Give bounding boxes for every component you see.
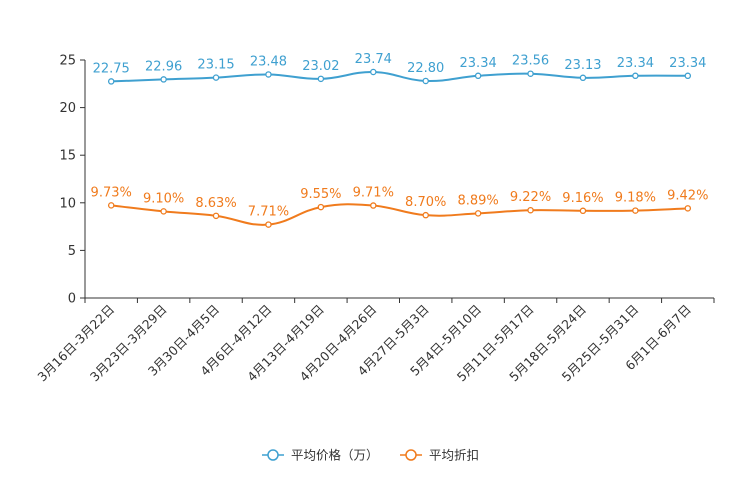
data-label: 23.34 — [669, 56, 706, 71]
y-tick-label: 20 — [59, 101, 76, 116]
data-label: 23.34 — [460, 56, 497, 71]
legend-marker-icon — [405, 449, 417, 461]
data-point — [317, 203, 325, 211]
data-label: 8.63% — [195, 196, 236, 211]
data-point — [474, 72, 482, 80]
data-label: 8.89% — [457, 193, 498, 208]
data-label: 22.96 — [145, 59, 182, 74]
data-label: 23.02 — [302, 59, 339, 74]
data-point — [317, 75, 325, 83]
data-label: 23.15 — [197, 58, 234, 73]
data-label: 9.71% — [353, 186, 394, 201]
data-point — [370, 68, 377, 76]
legend-entry: 平均折扣 — [429, 448, 479, 463]
data-point — [212, 212, 220, 220]
data-point — [265, 221, 272, 228]
data-label: 9.10% — [143, 191, 184, 206]
data-point — [212, 74, 220, 81]
y-tick-label: 5 — [68, 244, 76, 259]
data-label: 9.18% — [615, 191, 656, 206]
data-label: 23.56 — [512, 54, 549, 69]
y-tick-label: 25 — [59, 54, 76, 69]
data-point — [422, 77, 429, 85]
legend-entry: 平均价格（万） — [291, 448, 379, 463]
series-line-0 — [111, 70, 688, 83]
data-label: 9.22% — [510, 190, 551, 205]
data-label: 7.71% — [248, 205, 289, 220]
data-point — [370, 202, 377, 209]
data-point — [107, 78, 115, 85]
data-point — [160, 76, 167, 83]
data-point — [579, 74, 587, 82]
data-label: 23.34 — [617, 56, 654, 71]
data-label: 9.55% — [300, 187, 341, 202]
data-label: 9.73% — [91, 185, 132, 200]
data-point — [684, 205, 692, 212]
data-label: 22.80 — [407, 61, 444, 76]
data-point — [527, 206, 534, 214]
data-label: 23.13 — [564, 58, 601, 73]
y-tick-label: 10 — [59, 196, 76, 211]
data-label: 9.16% — [562, 191, 603, 206]
legend-marker-icon — [267, 449, 279, 461]
y-tick-label: 0 — [68, 292, 76, 307]
data-point — [632, 72, 639, 80]
data-point — [265, 71, 272, 78]
data-label: 8.70% — [405, 195, 446, 210]
data-point — [160, 208, 167, 215]
data-label: 23.74 — [355, 52, 392, 67]
data-label: 22.75 — [93, 61, 130, 76]
data-point — [632, 207, 639, 214]
data-point — [107, 202, 115, 209]
data-point — [527, 70, 534, 77]
data-label: 23.48 — [250, 54, 287, 69]
data-point — [474, 210, 482, 217]
data-point — [579, 207, 587, 215]
data-point — [684, 72, 692, 80]
series-line-1 — [111, 203, 688, 226]
y-tick-label: 15 — [59, 149, 76, 164]
data-point — [422, 211, 429, 219]
data-label: 9.42% — [667, 188, 708, 203]
